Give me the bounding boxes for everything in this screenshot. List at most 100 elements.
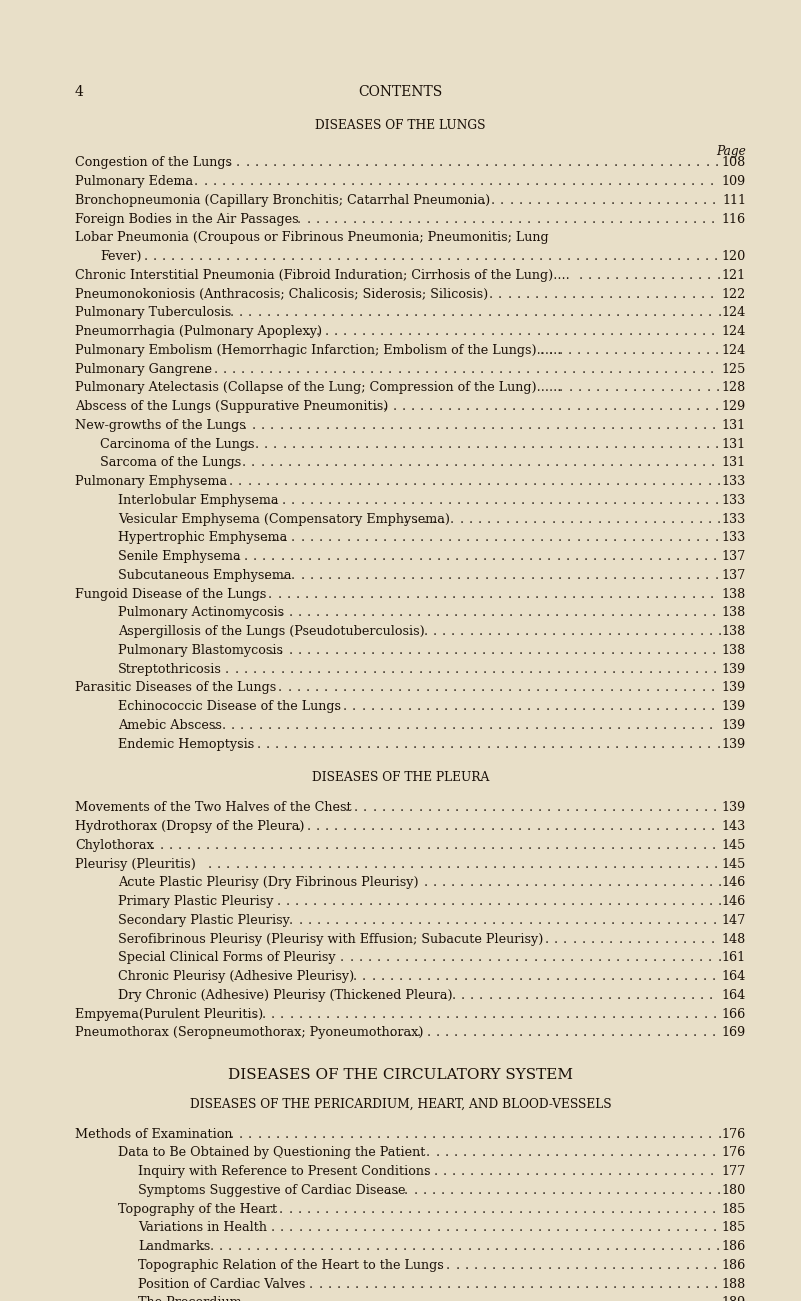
Text: .: . (610, 194, 614, 207)
Text: .: . (328, 569, 332, 582)
Text: .: . (676, 550, 680, 563)
Text: .: . (453, 212, 457, 225)
Text: .: . (534, 989, 538, 1002)
Text: .: . (520, 550, 524, 563)
Text: .: . (707, 269, 711, 282)
Text: .: . (647, 325, 651, 338)
Text: .: . (716, 269, 720, 282)
Text: .: . (626, 877, 630, 890)
Text: .: . (230, 306, 234, 319)
Text: .: . (361, 1296, 365, 1301)
Text: .: . (597, 269, 601, 282)
Text: .: . (233, 457, 237, 470)
Text: .: . (327, 662, 331, 675)
Text: .: . (619, 700, 623, 713)
Text: .: . (644, 1128, 648, 1141)
Text: .: . (257, 306, 261, 319)
Text: .: . (290, 550, 294, 563)
Text: .: . (694, 419, 698, 432)
Text: .: . (634, 1184, 638, 1197)
Text: .: . (674, 1202, 679, 1215)
Text: .: . (634, 269, 638, 282)
Text: .: . (490, 212, 494, 225)
Text: .: . (527, 212, 531, 225)
Text: .: . (469, 513, 473, 526)
Text: .: . (364, 1278, 368, 1291)
Text: .: . (696, 494, 700, 507)
Text: .: . (671, 1184, 675, 1197)
Text: .: . (616, 951, 620, 964)
Text: .: . (619, 839, 624, 852)
Text: .: . (718, 306, 722, 319)
Text: .: . (469, 306, 473, 319)
Text: .: . (522, 1240, 526, 1253)
Text: .: . (521, 857, 525, 870)
Text: .: . (323, 718, 327, 731)
Text: .: . (708, 306, 712, 319)
Text: .: . (308, 550, 312, 563)
Text: .: . (655, 682, 659, 695)
Text: .: . (409, 913, 413, 926)
Text: .: . (542, 1184, 546, 1197)
Text: .: . (542, 306, 546, 319)
Text: .: . (542, 1128, 546, 1141)
Text: .: . (681, 895, 686, 908)
Text: .: . (444, 1296, 449, 1301)
Text: .: . (379, 363, 383, 376)
Text: .: . (509, 212, 513, 225)
Text: .: . (352, 700, 356, 713)
Text: .: . (272, 857, 276, 870)
Text: Pneumothorax (Seropneumothorax; Pyoneumothorax): Pneumothorax (Seropneumothorax; Pyoneumo… (75, 1026, 424, 1039)
Text: .: . (621, 1007, 625, 1020)
Text: .: . (521, 494, 525, 507)
Text: .: . (442, 1164, 447, 1177)
Text: .: . (693, 820, 697, 833)
Text: .: . (615, 475, 619, 488)
Text: .: . (438, 1278, 442, 1291)
Text: .: . (408, 1202, 412, 1215)
Text: .: . (641, 156, 645, 169)
Text: .: . (659, 156, 663, 169)
Text: .: . (582, 325, 586, 338)
Text: .: . (226, 250, 230, 263)
Text: .: . (284, 1240, 288, 1253)
Text: .: . (240, 176, 244, 189)
Text: .: . (610, 419, 614, 432)
Text: .: . (507, 1164, 511, 1177)
Text: .: . (351, 718, 355, 731)
Text: .: . (693, 457, 697, 470)
Text: .: . (521, 156, 525, 169)
Text: .: . (564, 1026, 569, 1039)
Text: .: . (546, 606, 550, 619)
Text: .: . (582, 933, 586, 946)
Text: .: . (607, 895, 612, 908)
Text: 164: 164 (722, 989, 746, 1002)
Text: .: . (370, 1296, 375, 1301)
Text: .: . (685, 913, 689, 926)
Text: .: . (611, 1007, 615, 1020)
Text: .: . (567, 399, 571, 412)
Text: .: . (461, 718, 465, 731)
Text: .: . (314, 588, 318, 601)
Text: .: . (527, 1146, 531, 1159)
Text: .: . (260, 363, 264, 376)
Text: .: . (238, 738, 242, 751)
Text: .: . (309, 531, 314, 544)
Text: .: . (529, 1222, 533, 1235)
Text: .: . (629, 644, 633, 657)
Text: Bronchopneumonia (Capillary Bronchitis; Catarrhal Pneumonia): Bronchopneumonia (Capillary Bronchitis; … (75, 194, 490, 207)
Text: .: . (353, 1222, 358, 1235)
Text: .: . (391, 550, 395, 563)
Text: .: . (610, 457, 614, 470)
Text: .: . (333, 682, 337, 695)
Text: .: . (699, 877, 703, 890)
Text: .: . (688, 381, 692, 394)
Text: .: . (485, 531, 489, 544)
Text: .: . (533, 951, 537, 964)
Text: .: . (470, 718, 474, 731)
Text: .: . (577, 437, 581, 450)
Text: .: . (647, 419, 651, 432)
Text: .: . (152, 250, 157, 263)
Text: .: . (574, 1202, 578, 1215)
Text: .: . (518, 419, 523, 432)
